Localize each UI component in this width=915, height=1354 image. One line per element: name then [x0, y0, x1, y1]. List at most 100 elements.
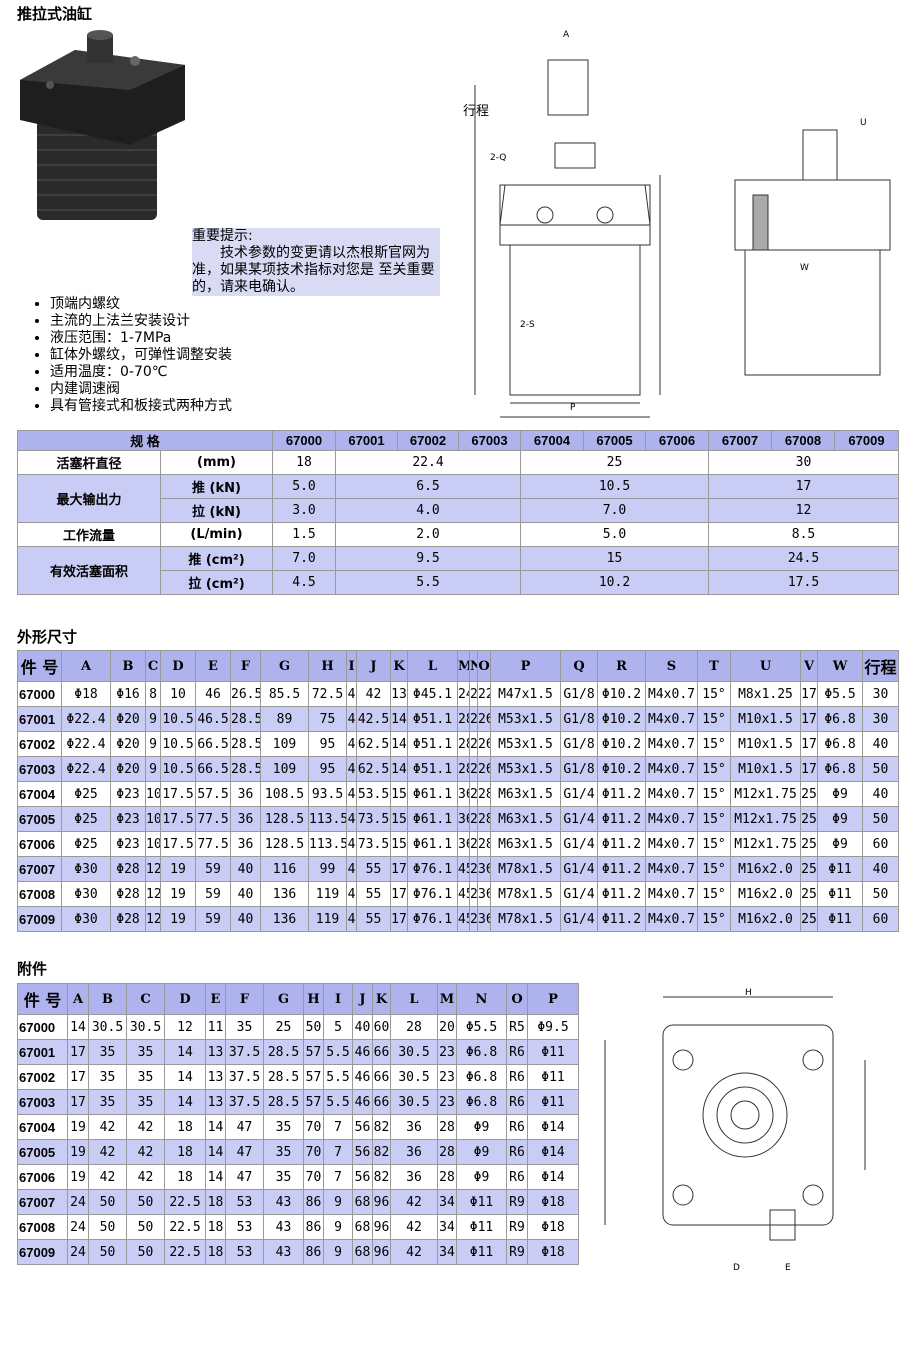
spec-value: 7.0 [520, 498, 709, 523]
cell: 17.5 [160, 806, 196, 832]
cell: 57 [303, 1039, 324, 1065]
dims-header-row: 件 号ABCDEFGHIJKLMNOPQRSTUVW行程 [17, 650, 899, 682]
cell: 28 [457, 756, 470, 782]
spec-value: 4.5 [272, 570, 336, 595]
cell: 113.5 [308, 831, 347, 857]
feature-item: 液压范围：1-7MPa [50, 330, 232, 347]
cell: 4 [346, 706, 357, 732]
cell: 25 [800, 906, 818, 932]
cell: Φ11.2 [597, 831, 646, 857]
model-number: 67004 [17, 781, 62, 807]
cell: 36 [477, 881, 491, 907]
cell: 17 [390, 881, 408, 907]
cell: 15 [390, 781, 408, 807]
table-row: 67001 17 35 35 14 13 37.5 28.5 57 5.5 46 66 30.5 23 Φ6… [17, 1039, 579, 1065]
cell: 30.5 [88, 1014, 127, 1040]
cell: 23 [437, 1064, 457, 1090]
cell: 35 [263, 1114, 304, 1140]
spec-value: 2.0 [335, 522, 521, 547]
cell: 42 [126, 1164, 165, 1190]
cell: 17 [800, 706, 818, 732]
cell: 50 [126, 1239, 165, 1265]
cell: 14 [205, 1139, 226, 1165]
cell: 42 [126, 1114, 165, 1140]
spec-value: 24.5 [708, 546, 899, 571]
cell: Φ10.2 [597, 681, 646, 707]
cell: Φ76.1 [407, 906, 458, 932]
cell: Φ6.8 [817, 731, 863, 757]
spec-row: 工作流量 (L/min) 1.5 2.0 5.0 8.5 [17, 522, 899, 547]
column-header: K [390, 650, 408, 682]
cell: 14 [164, 1089, 206, 1115]
cell: 55 [356, 906, 391, 932]
cell: Φ18 [527, 1239, 579, 1265]
cell: G1/4 [560, 906, 598, 932]
column-header: F [230, 650, 261, 682]
table-row: 67000 14 30.5 30.5 12 11 35 25 50 5 40 60 28 20 Φ5.5 R5… [17, 1014, 579, 1040]
cell: M53x1.5 [490, 731, 561, 757]
spec-value: 30 [708, 450, 899, 475]
cell: 22.5 [164, 1189, 206, 1215]
column-header: A [61, 650, 111, 682]
cell: Φ6.8 [456, 1039, 507, 1065]
cell: 17 [390, 906, 408, 932]
cell: M63x1.5 [490, 806, 561, 832]
cell: M4x0.7 [645, 681, 698, 707]
column-header: A [67, 983, 89, 1015]
cell: 24 [457, 681, 470, 707]
cell: G1/4 [560, 881, 598, 907]
cylinder-drawing-side: U W [734, 118, 891, 376]
cell: 119 [308, 906, 347, 932]
cell: 53.5 [356, 781, 391, 807]
cell: 25 [263, 1014, 304, 1040]
cell: Φ11 [456, 1239, 507, 1265]
cell: 18 [205, 1189, 226, 1215]
cell: 5.5 [323, 1064, 353, 1090]
cell: Φ9 [456, 1164, 507, 1190]
cell: 43 [263, 1239, 304, 1265]
cell: 46 [195, 681, 231, 707]
cell: 17 [800, 681, 818, 707]
cell: Φ9 [817, 781, 863, 807]
model-number: 67007 [17, 1189, 68, 1215]
feature-item: 具有管接式和板接式两种方式 [50, 398, 232, 415]
cell: 14 [390, 756, 408, 782]
cell: G1/4 [560, 806, 598, 832]
cell: 36 [230, 806, 261, 832]
cell: 17 [800, 731, 818, 757]
cell: 30 [862, 681, 899, 707]
cell: 18 [164, 1114, 206, 1140]
cell: 119 [308, 881, 347, 907]
table-row: 67000Φ18Φ168104626.585.572.544213Φ45.124… [17, 681, 899, 707]
spec-unit: 推 (kN) [160, 474, 273, 499]
cell: M4x0.7 [645, 781, 698, 807]
cell: 20 [437, 1014, 457, 1040]
spec-row: 最大输出力推 (kN) 5.0 6.5 10.5 17 [17, 474, 899, 523]
cell: 15° [697, 731, 731, 757]
accessory-drawing: H D E [604, 988, 866, 1273]
cell: Φ20 [110, 731, 146, 757]
column-header: E [205, 983, 226, 1015]
cell: 17 [67, 1039, 89, 1065]
cell: 128.5 [260, 831, 309, 857]
column-header: I [323, 983, 353, 1015]
cell: G1/8 [560, 706, 598, 732]
cell: M12x1.75 [730, 806, 801, 832]
cell: 56 [352, 1114, 373, 1140]
column-header: K [372, 983, 391, 1015]
cell: Φ23 [110, 806, 146, 832]
model-header: 67001 [335, 430, 398, 451]
cell: 22 [477, 681, 491, 707]
cell: 53 [225, 1214, 264, 1240]
cell: M4x0.7 [645, 731, 698, 757]
model-number: 67001 [17, 706, 62, 732]
acc-label-d: D [733, 1263, 740, 1273]
column-header: U [730, 650, 801, 682]
cell: 85.5 [260, 681, 309, 707]
cell: Φ6.8 [817, 706, 863, 732]
table-row: 67008Φ30Φ281219594013611945517Φ76.145236… [17, 881, 899, 907]
model-number: 67005 [17, 806, 62, 832]
cell: 35 [126, 1064, 165, 1090]
cell: 15 [390, 831, 408, 857]
column-header: D [160, 650, 196, 682]
